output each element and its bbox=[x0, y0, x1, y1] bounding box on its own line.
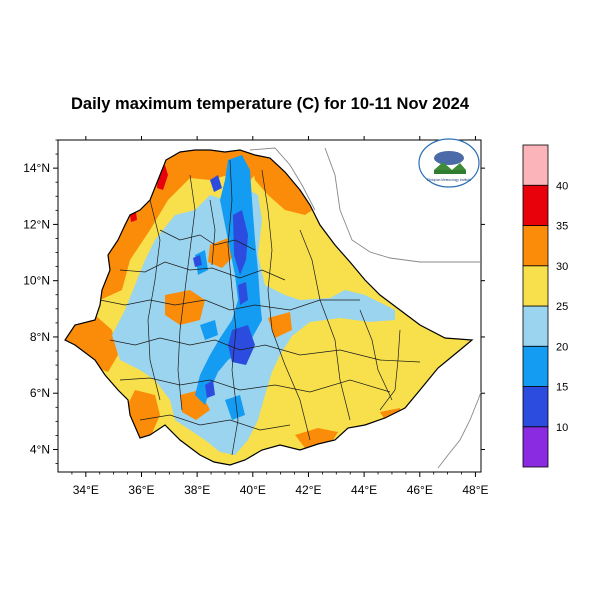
x-tick-label: 48°E bbox=[462, 483, 488, 497]
y-axis: 14°N 12°N 10°N 8°N 6°N 4°N bbox=[23, 139, 485, 464]
colorbar: 10 15 20 25 30 35 40 bbox=[522, 144, 568, 468]
y-tick-label: 6°N bbox=[30, 386, 50, 400]
y-tick-label: 14°N bbox=[23, 161, 50, 175]
colorbar-swatch bbox=[522, 345, 549, 387]
colorbar-swatch bbox=[522, 386, 549, 428]
x-tick-label: 36°E bbox=[128, 483, 154, 497]
colorbar-label: 20 bbox=[556, 341, 568, 353]
colorbar-label: 30 bbox=[556, 261, 568, 273]
y-tick-label: 8°N bbox=[30, 330, 50, 344]
y-tick-label: 4°N bbox=[30, 442, 50, 456]
x-tick-label: 38°E bbox=[184, 483, 210, 497]
neighbor-borders bbox=[249, 147, 482, 469]
colorbar-swatch bbox=[522, 265, 549, 307]
agency-logo: Ethiopian Meteorology Institute bbox=[418, 138, 480, 188]
colorbar-swatch bbox=[522, 426, 549, 468]
x-tick-label: 42°E bbox=[295, 483, 321, 497]
x-tick-label: 44°E bbox=[351, 483, 377, 497]
colorbar-swatch bbox=[522, 225, 549, 267]
colorbar-label: 25 bbox=[556, 301, 568, 313]
x-tick-label: 34°E bbox=[73, 483, 99, 497]
y-tick-label: 10°N bbox=[23, 274, 50, 288]
admin-borders bbox=[99, 159, 421, 456]
y-tick-label: 12°N bbox=[23, 217, 50, 231]
colorbar-label: 15 bbox=[556, 382, 568, 394]
colorbar-label: 10 bbox=[556, 422, 568, 434]
x-axis: 34°E 36°E 38°E 40°E 42°E 44°E 46°E 48°E bbox=[71, 136, 489, 497]
colorbar-label: 40 bbox=[556, 180, 568, 192]
colorbar-swatch bbox=[522, 305, 549, 347]
colorbar-swatch bbox=[522, 184, 549, 226]
x-tick-label: 40°E bbox=[240, 483, 266, 497]
colorbar-swatch bbox=[522, 144, 549, 186]
x-tick-label: 46°E bbox=[407, 483, 433, 497]
colorbar-label: 35 bbox=[556, 221, 568, 233]
agency-logo-text: Ethiopian Meteorology Institute bbox=[427, 178, 471, 182]
country-border bbox=[64, 149, 474, 466]
map-title: Daily maximum temperature (C) for 10-11 … bbox=[71, 95, 469, 113]
